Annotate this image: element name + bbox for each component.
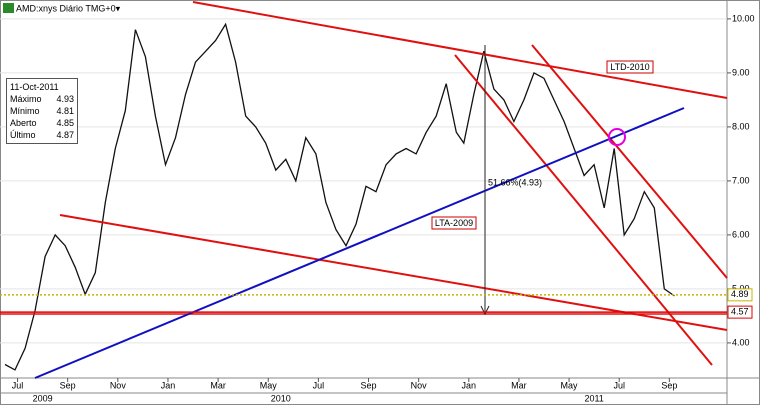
trend-line [454, 54, 713, 366]
marker-circle [608, 128, 626, 146]
x-tick-label: Sep [361, 380, 377, 390]
info-date: 11-Oct-2011 [10, 82, 59, 92]
info-value: 4.85 [56, 118, 74, 128]
x-tick-label: Mar [511, 380, 527, 390]
trend-line [192, 1, 728, 99]
y-tick-label: 8.00 [732, 121, 750, 131]
x-tick-label: May [260, 380, 278, 390]
annotation: LTA-2009 [435, 218, 473, 228]
x-tick-label: Nov [411, 380, 428, 390]
label-box [606, 60, 654, 74]
x-tick-label: May [561, 380, 579, 390]
x-tick-label: Sep [60, 380, 76, 390]
x-tick-label: Jul [313, 380, 325, 390]
level-label: 4.57 [731, 306, 749, 316]
level-tag [727, 305, 753, 319]
trend-line [59, 214, 728, 331]
x-tick-label: Mar [210, 380, 226, 390]
info-value: 4.87 [56, 130, 74, 140]
year-label: 2009 [33, 393, 53, 403]
x-tick-label: Jan [161, 380, 176, 390]
info-value: 4.81 [56, 106, 74, 116]
x-tick-label: Jan [462, 380, 477, 390]
trend-line [34, 107, 685, 379]
label-box [431, 216, 477, 230]
y-tick-label: 5.00 [732, 283, 750, 293]
x-tick-label: Nov [110, 380, 127, 390]
info-box: 11-Oct-2011 Máximo 4.93 Mínimo 4.81 Aberto… [6, 78, 78, 144]
info-label: Mínimo [10, 106, 40, 116]
y-tick-label: 9.00 [732, 67, 750, 77]
info-value: 4.93 [56, 94, 74, 104]
year-label: 2011 [584, 393, 603, 403]
info-row: Máximo 4.93 [10, 93, 74, 105]
annotation: LTD-2010 [610, 62, 649, 72]
trend-line [531, 44, 728, 279]
level-label: 4.89 [731, 289, 749, 299]
chart-title: AMD:xnys Diário TMG+0▾ [16, 3, 121, 13]
y-tick-label: 6.00 [732, 229, 750, 239]
x-tick-label: Jul [12, 380, 24, 390]
annotation: 51.66%(4.93) [488, 177, 542, 187]
info-label: Máximo [10, 94, 42, 104]
year-label: 2010 [271, 393, 291, 403]
level-tag [727, 288, 753, 302]
price-line [4, 22, 675, 371]
x-tick-label: Jul [613, 380, 625, 390]
info-row: Último 4.87 [10, 129, 74, 141]
x-tick-label: Sep [661, 380, 677, 390]
info-row: Mínimo 4.81 [10, 105, 74, 117]
y-tick-label: 4.00 [732, 337, 750, 347]
y-tick-label: 7.00 [732, 175, 750, 185]
y-tick-label: 10.00 [732, 13, 755, 23]
arrow-head [480, 305, 490, 316]
info-label: Último [10, 130, 36, 140]
info-label: Aberto [10, 118, 37, 128]
info-row: Aberto 4.85 [10, 117, 74, 129]
icon [3, 3, 14, 13]
